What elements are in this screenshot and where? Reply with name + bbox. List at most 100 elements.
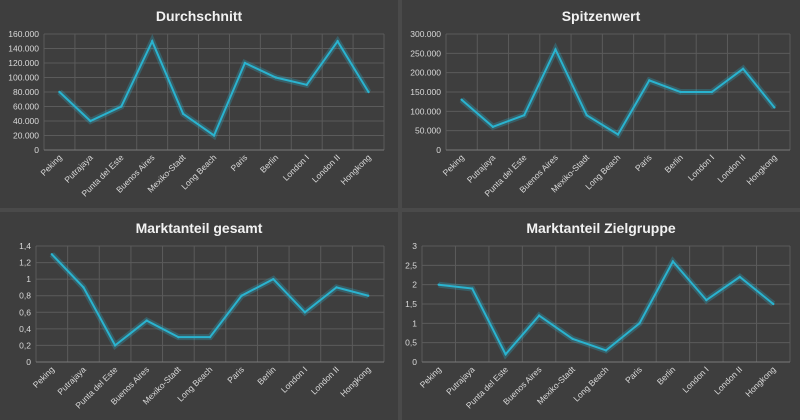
data-point xyxy=(522,114,526,117)
y-tick-label: 20.000 xyxy=(13,131,39,141)
y-tick-label: 120.000 xyxy=(8,58,39,68)
x-tick-label: Peking xyxy=(38,152,64,178)
data-point xyxy=(240,294,243,297)
data-point xyxy=(58,90,61,94)
data-point xyxy=(671,260,675,263)
x-tick-label: London I xyxy=(680,364,710,394)
data-point xyxy=(773,106,776,109)
data-point xyxy=(604,349,608,352)
chart-title: Spitzenwert xyxy=(561,8,641,24)
data-point xyxy=(120,105,123,108)
y-tick-label: 1 xyxy=(412,318,417,328)
data-point xyxy=(335,286,338,289)
x-tick-label: Berlin xyxy=(255,364,278,387)
y-tick-label: 60.000 xyxy=(13,102,39,112)
chart-panel-spitzenwert: Spitzenwert 0 50.000 100.000 150.000 200.000… xyxy=(402,0,800,208)
data-point xyxy=(710,90,714,94)
data-point xyxy=(145,319,148,322)
x-tick-label: London II xyxy=(309,364,341,396)
x-tick-label: Paris xyxy=(229,152,250,173)
chart-panel-marktanteil-gesamt: Marktanteil gesamt 0 0,2 0,4 0,6 0,8 1 1,2 1,4 P… xyxy=(0,212,398,420)
data-point xyxy=(738,275,742,279)
x-tick-label: Putrajaya xyxy=(55,364,88,397)
x-tick-label: Peking xyxy=(441,152,467,178)
y-tick-label: 2,5 xyxy=(405,260,417,270)
data-point xyxy=(772,302,775,306)
data-point xyxy=(460,98,463,101)
x-tick-label: Berlin xyxy=(663,152,686,175)
data-point xyxy=(616,133,620,136)
data-point xyxy=(50,253,54,256)
chart-panel-marktanteil-zielgruppe: Marktanteil Zielgruppe 0 0,5 1 1,5 2 2,5 3 Peki… xyxy=(402,212,800,420)
data-point xyxy=(491,125,495,128)
data-point xyxy=(243,61,247,65)
data-point xyxy=(336,40,339,43)
y-tick-label: 0 xyxy=(26,357,31,367)
data-point xyxy=(82,286,85,289)
x-tick-label: Paris xyxy=(633,152,654,173)
data-point xyxy=(585,114,588,117)
data-point xyxy=(208,335,212,339)
y-tick-label: 1,4 xyxy=(19,241,31,251)
data-point xyxy=(367,90,370,94)
y-tick-label: 0 xyxy=(412,357,417,367)
data-point xyxy=(741,67,745,71)
data-point xyxy=(181,112,185,115)
y-tick-label: 1,5 xyxy=(405,299,417,309)
x-tick-label: Paris xyxy=(225,364,246,385)
chart-title: Durchschnitt xyxy=(155,8,243,24)
x-tick-label: Paris xyxy=(623,364,644,385)
y-tick-label: 1 xyxy=(26,274,31,284)
data-point xyxy=(274,76,278,79)
chart-panel-durchschnitt: Durchschnitt 0 20.000 40.000 60.000 80.000 10… xyxy=(0,0,398,208)
x-tick-label: Berlin xyxy=(258,152,281,175)
chart-title: Marktanteil Zielgruppe xyxy=(526,220,676,236)
data-point xyxy=(366,294,370,297)
x-tick-label: Peking xyxy=(418,364,444,390)
data-point xyxy=(470,287,474,290)
y-tick-label: 40.000 xyxy=(13,116,39,126)
x-tick-label: London I xyxy=(686,152,716,182)
data-point xyxy=(150,40,154,43)
data-point xyxy=(705,298,708,302)
y-tick-label: 150.000 xyxy=(410,87,441,97)
data-point xyxy=(113,344,117,347)
x-tick-label: Berlin xyxy=(655,364,678,387)
y-tick-label: 80.000 xyxy=(13,87,39,97)
y-tick-label: 1,2 xyxy=(19,258,31,268)
y-tick-label: 0 xyxy=(34,145,39,155)
y-tick-label: 250.000 xyxy=(410,48,441,58)
y-tick-label: 2 xyxy=(412,280,417,290)
y-tick-label: 300.000 xyxy=(410,29,441,39)
data-point xyxy=(177,335,180,339)
y-tick-label: 0,8 xyxy=(19,291,31,301)
x-tick-label: Peking xyxy=(31,364,57,390)
x-tick-label: Hongkong xyxy=(744,152,779,187)
x-tick-label: London I xyxy=(281,152,311,182)
data-point xyxy=(537,314,541,317)
y-tick-label: 100.000 xyxy=(8,73,39,83)
y-tick-label: 50.000 xyxy=(415,126,441,136)
data-point xyxy=(303,311,307,314)
data-point xyxy=(305,83,308,86)
data-point xyxy=(648,79,651,82)
x-tick-label: Putrajaya xyxy=(444,364,477,397)
data-point xyxy=(638,322,641,325)
data-point xyxy=(679,90,682,94)
y-tick-label: 140.000 xyxy=(8,44,39,54)
x-tick-label: London I xyxy=(279,364,309,394)
data-point xyxy=(212,134,216,137)
y-tick-label: 100.000 xyxy=(410,106,441,116)
data-point xyxy=(89,119,92,123)
y-tick-label: 200.000 xyxy=(410,68,441,78)
y-tick-label: 3 xyxy=(412,241,417,251)
y-tick-label: 0,4 xyxy=(19,324,31,334)
chart-plot: 0 20.000 40.000 60.000 80.000 100.000 120.000 1… xyxy=(8,29,385,199)
x-tick-label: London II xyxy=(715,152,747,184)
x-tick-label: Hongkong xyxy=(743,364,778,399)
data-point xyxy=(504,353,507,356)
data-point xyxy=(437,283,440,286)
y-tick-label: 0 xyxy=(436,145,441,155)
